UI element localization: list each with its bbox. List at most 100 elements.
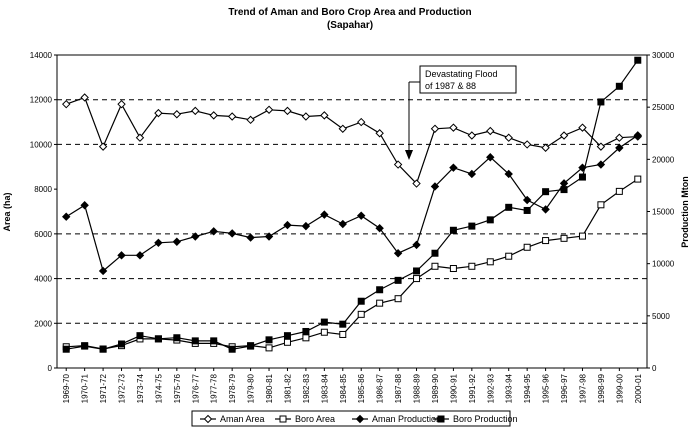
aman-production-point <box>80 201 89 210</box>
aman-production-point <box>486 153 495 162</box>
aman-area-point <box>283 106 292 116</box>
legend-boro-area-label: Boro Area <box>295 414 335 424</box>
aman-area-point <box>135 133 145 142</box>
boro-area-point <box>283 338 291 346</box>
aman-area-point <box>541 143 550 152</box>
boro-area-point <box>394 295 402 303</box>
aman-area-point <box>117 99 126 109</box>
boro-area-point <box>376 299 384 307</box>
aman-area-point <box>578 123 587 132</box>
aman-production-point <box>320 210 329 219</box>
y2-tick-label: 5000 <box>652 312 670 321</box>
series-boro-area <box>62 175 642 353</box>
x-tick-label: 1991-92 <box>468 373 477 403</box>
grid-lines <box>57 99 647 324</box>
boro-production-point <box>468 222 476 230</box>
aman-area-line <box>65 96 638 185</box>
annotation-arrowhead <box>405 150 413 160</box>
x-tick-label: 1971-72 <box>99 373 108 403</box>
aman-area-point <box>615 133 624 142</box>
boro-production-point <box>523 206 531 214</box>
legend: Aman Area Boro Area Aman Production Boro Pr… <box>191 410 518 427</box>
aman-production-point <box>154 238 163 248</box>
y-tick-label: 0 <box>48 364 53 373</box>
aman-area-point <box>393 160 403 169</box>
aman-area-point <box>301 112 311 121</box>
y-tick-label: 2000 <box>34 319 52 328</box>
aman-production-point <box>117 251 126 260</box>
boro-area-point <box>615 187 623 195</box>
x-tick-label: 1994-95 <box>523 373 532 403</box>
boro-production-point <box>210 337 218 345</box>
x-tick-label: 1999-00 <box>615 373 624 403</box>
x-tick-label: 1988-89 <box>413 373 422 403</box>
boro-production-point <box>486 216 494 224</box>
aman-production-point <box>633 131 642 140</box>
aman-area-point <box>559 131 569 140</box>
boro-area-point <box>468 262 476 270</box>
series-boro-production <box>62 56 642 353</box>
x-tick-label: 1983-84 <box>320 373 329 403</box>
boro-area-point <box>542 237 550 245</box>
boro-production-point <box>449 226 457 234</box>
y2-axis: 0 5000 10000 15000 20000 25000 30000 <box>647 51 675 373</box>
x-tick-label: 1973-74 <box>136 373 145 403</box>
aman-production-point <box>301 221 311 231</box>
y2-axis-label: Production Mton <box>680 176 690 248</box>
series-layer <box>62 56 642 353</box>
aman-production-point <box>393 249 403 258</box>
aman-area-point <box>504 133 513 142</box>
boro-area-point <box>339 330 347 338</box>
aman-area-point <box>62 99 71 109</box>
x-tick-label: 1984-85 <box>339 373 348 403</box>
boro-area-point <box>505 252 513 260</box>
boro-area-point <box>578 232 586 240</box>
boro-production-point <box>228 345 236 353</box>
boro-area-point <box>523 243 531 251</box>
boro-production-point <box>62 345 70 353</box>
y2-tick-label: 25000 <box>652 103 675 112</box>
x-tick-label: 1995-96 <box>542 373 551 403</box>
aman-area-point <box>467 131 477 140</box>
aman-production-point <box>283 220 292 230</box>
aman-area-point <box>522 140 532 149</box>
x-tick-label: 1985-86 <box>357 373 366 403</box>
x-tick-label: 1982-83 <box>302 373 311 403</box>
aman-production-point <box>191 232 200 241</box>
aman-area-point <box>338 124 347 133</box>
chart-subtitle: (Sapahar) <box>327 20 373 31</box>
legend-boro-production-marker <box>437 415 445 423</box>
x-tick-label: 1986-87 <box>376 373 385 403</box>
y-tick-label: 10000 <box>30 140 53 149</box>
x-tick-label: 1987-88 <box>394 373 403 403</box>
aman-production-line <box>65 134 639 273</box>
aman-production-point <box>264 232 274 241</box>
boro-production-point <box>597 98 605 106</box>
x-tick-label: 1996-97 <box>560 373 569 403</box>
boro-area-point <box>486 258 494 266</box>
boro-production-point <box>339 320 347 328</box>
x-axis: 1969-70 1970-71 1971-72 1972-73 1973-74 1974-… <box>62 368 643 403</box>
boro-area-point <box>302 334 310 342</box>
boro-area-point <box>357 310 365 318</box>
aman-area-point <box>227 112 237 121</box>
boro-production-point <box>634 56 642 64</box>
y-axis: 0 2000 4000 6000 8000 10000 12000 14000 <box>30 51 57 373</box>
x-tick-label: 1990-91 <box>449 373 458 403</box>
boro-production-point <box>302 327 310 335</box>
aman-production-point <box>615 143 624 153</box>
x-tick-label: 1975-76 <box>173 373 182 403</box>
y-tick-label: 14000 <box>30 51 53 60</box>
boro-area-point <box>413 275 421 283</box>
y-axis-label: Area (ha) <box>2 192 12 231</box>
aman-production-point <box>357 211 366 220</box>
aman-production-point <box>227 229 237 238</box>
x-tick-label: 1969-70 <box>62 373 71 403</box>
boro-production-point <box>283 332 291 340</box>
y-tick-label: 4000 <box>34 275 52 284</box>
aman-area-point <box>449 123 458 132</box>
aman-area-point <box>172 110 182 119</box>
x-tick-label: 1989-90 <box>431 373 440 403</box>
x-tick-label: 1998-99 <box>597 373 606 403</box>
annotation-line-1: Devastating Flood <box>425 69 498 79</box>
